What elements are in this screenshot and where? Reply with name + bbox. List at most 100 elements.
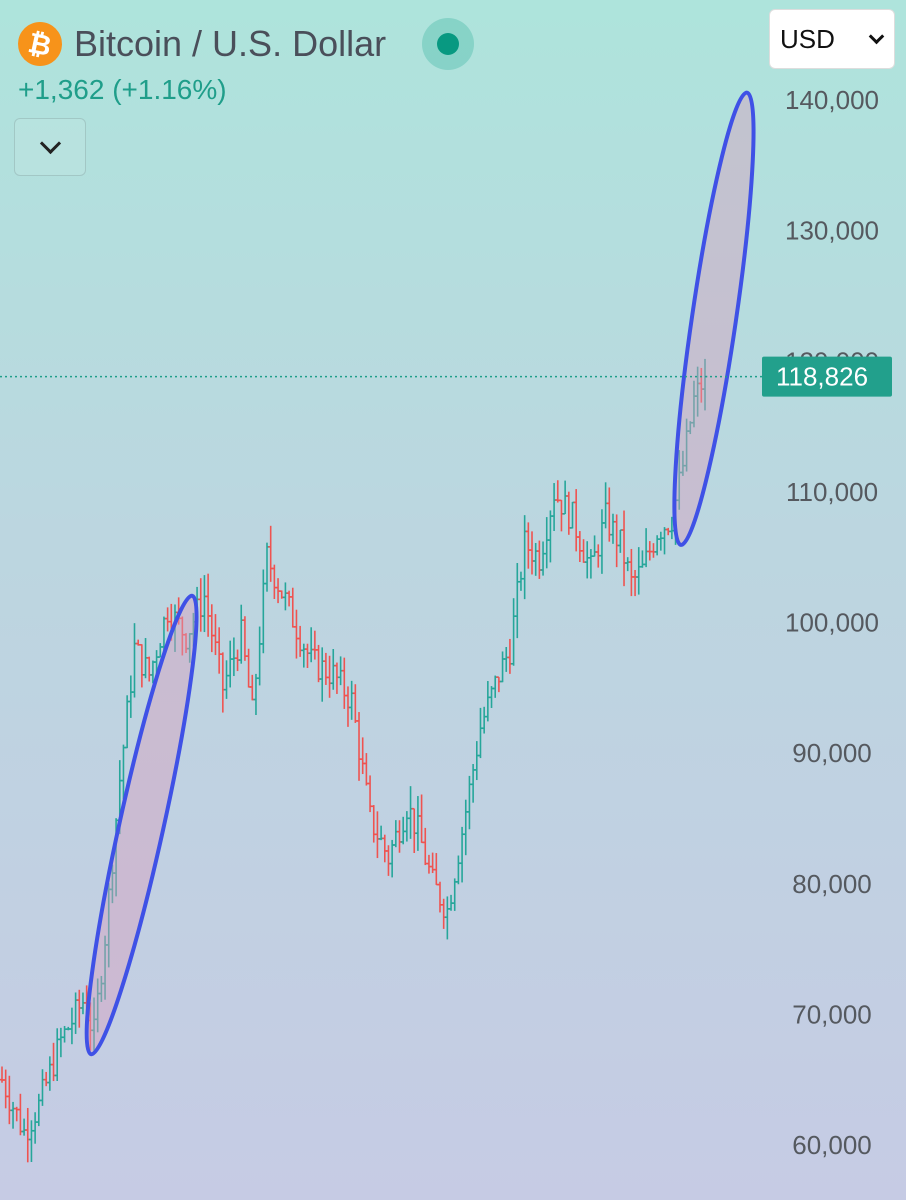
candle — [459, 826, 465, 883]
candlestick-series — [0, 358, 708, 1163]
candle — [422, 827, 428, 866]
candle — [282, 582, 288, 611]
candle — [408, 786, 414, 839]
candle — [555, 480, 561, 503]
candle — [139, 643, 145, 688]
live-dot-icon — [422, 18, 475, 70]
candle — [522, 515, 528, 600]
candle — [569, 501, 575, 529]
y-tick-label: 70,000 — [792, 999, 872, 1029]
candle — [544, 517, 550, 569]
y-tick-label: 90,000 — [792, 738, 872, 768]
candle — [662, 527, 668, 555]
candle — [43, 1071, 49, 1087]
candle — [128, 675, 134, 718]
candle — [327, 655, 333, 698]
candle — [382, 834, 388, 863]
y-tick-label: 60,000 — [792, 1130, 872, 1160]
candle — [507, 638, 513, 674]
candle — [360, 737, 366, 775]
candle — [198, 578, 204, 632]
candle — [6, 1075, 12, 1125]
candle — [643, 528, 649, 568]
candle — [426, 854, 432, 874]
candle — [654, 535, 660, 556]
bitcoin-icon: ₿ — [13, 17, 67, 71]
last-price-label: 118,826 — [776, 362, 868, 392]
candle — [393, 820, 399, 848]
candle — [124, 695, 130, 749]
candle — [323, 652, 329, 685]
candle — [577, 531, 583, 562]
candle — [28, 1120, 34, 1162]
candle — [209, 604, 215, 653]
live-dot — [437, 33, 460, 55]
candle — [212, 614, 218, 656]
highlight-ellipse — [84, 593, 199, 1057]
candle — [547, 510, 553, 563]
candle — [312, 630, 318, 660]
candle — [39, 1069, 45, 1106]
symbol-title: Bitcoin / U.S. Dollar — [74, 23, 387, 64]
candle — [69, 1007, 75, 1045]
candle — [419, 794, 425, 844]
candle — [536, 540, 542, 579]
candle — [411, 807, 417, 854]
candle — [584, 541, 590, 579]
candle — [433, 853, 439, 886]
collapse-button[interactable] — [14, 118, 86, 176]
candle — [271, 564, 277, 600]
candle — [253, 673, 259, 715]
chevron-down-icon — [39, 132, 61, 154]
candle — [404, 811, 410, 842]
y-tick-label: 110,000 — [786, 477, 878, 507]
candle — [455, 855, 461, 885]
candle — [238, 604, 244, 664]
symbol-header[interactable]: ₿ Bitcoin / U.S. Dollar — [13, 17, 475, 71]
candle — [437, 881, 443, 913]
candle — [216, 627, 222, 674]
candle — [621, 510, 627, 587]
candle — [415, 796, 421, 851]
candle — [345, 686, 351, 727]
candle — [599, 509, 605, 574]
candle — [371, 805, 377, 843]
candle — [73, 992, 79, 1034]
candle — [558, 499, 564, 532]
candle — [511, 598, 517, 666]
y-tick-label: 140,000 — [785, 85, 879, 115]
y-tick-label: 130,000 — [785, 216, 879, 246]
candle — [316, 644, 322, 683]
candle — [444, 896, 450, 940]
candle — [297, 625, 303, 657]
candle — [614, 514, 620, 568]
candle — [165, 607, 171, 632]
last-price-tag: 118,826 — [762, 356, 892, 397]
candle — [603, 482, 609, 529]
candle — [529, 531, 535, 575]
candle — [330, 649, 336, 690]
candle — [474, 741, 480, 781]
highlight-layer — [84, 90, 756, 1057]
candle — [632, 569, 638, 597]
candle — [481, 706, 487, 734]
candle — [10, 1101, 16, 1129]
candle — [308, 627, 314, 663]
candle — [231, 637, 237, 677]
currency-select[interactable]: USD — [769, 9, 895, 69]
highlight-ellipse — [672, 90, 756, 547]
candle — [3, 1069, 9, 1109]
candle — [540, 541, 546, 576]
candle — [220, 652, 226, 713]
candle — [201, 575, 207, 633]
candle — [477, 707, 483, 759]
candle — [319, 647, 325, 702]
candle — [286, 590, 292, 607]
candle — [58, 1027, 64, 1058]
candle — [617, 529, 623, 553]
candle — [628, 548, 634, 597]
y-tick-label: 80,000 — [792, 869, 872, 899]
candle — [518, 571, 524, 591]
last-price-tag-bg — [762, 356, 892, 397]
